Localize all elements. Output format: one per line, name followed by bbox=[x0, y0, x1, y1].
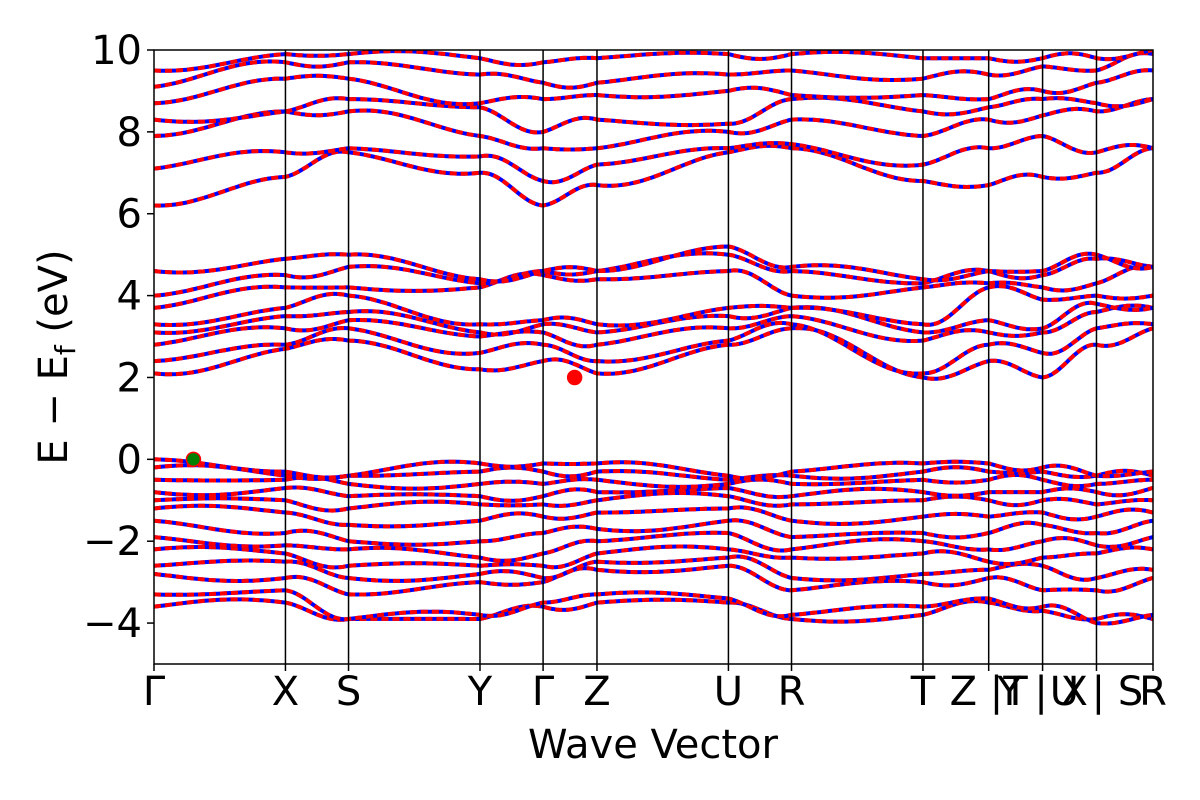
y-axis-label-sub: f bbox=[49, 344, 82, 355]
x-tick-label: S bbox=[336, 669, 361, 715]
x-tick-label: Z bbox=[583, 669, 610, 715]
y-tick-label: 6 bbox=[117, 192, 142, 238]
band-line bbox=[154, 490, 1153, 513]
x-tick-label: Z |T bbox=[950, 669, 1029, 715]
x-tick-label: R bbox=[1139, 669, 1167, 715]
y-tick-label: 10 bbox=[91, 28, 142, 74]
x-tick-label: Y bbox=[467, 669, 493, 715]
kpath-lines bbox=[284, 50, 1098, 664]
x-tick-label: R bbox=[778, 669, 806, 715]
y-tick-label: 0 bbox=[117, 437, 142, 483]
band-line bbox=[154, 284, 1153, 328]
plot-frame bbox=[153, 49, 1154, 665]
x-tick-label: Y | X bbox=[996, 669, 1088, 715]
band-line-overlay bbox=[154, 284, 1153, 328]
y-axis-ticks: 10 8 6 4 2 0 −2 −4 bbox=[83, 28, 154, 647]
band-line bbox=[154, 503, 1153, 529]
marker-vbm bbox=[185, 451, 202, 468]
x-tick-label: U bbox=[714, 669, 743, 715]
y-axis-label: E − Ef (eV) bbox=[31, 249, 82, 464]
x-tick-label: X bbox=[272, 669, 299, 715]
marker-cbm bbox=[566, 369, 583, 386]
x-tick-label: U | S bbox=[1050, 669, 1144, 715]
band-line-overlay bbox=[154, 51, 1153, 90]
y-axis-label-main: E − E bbox=[31, 355, 77, 465]
y-axis-label-unit: (eV) bbox=[31, 249, 77, 345]
band-line-overlay bbox=[154, 563, 1153, 597]
x-tick-label: T bbox=[910, 669, 936, 715]
y-tick-label: −4 bbox=[83, 601, 142, 647]
y-tick-label: 2 bbox=[117, 355, 142, 401]
x-tick-label: Γ bbox=[532, 669, 555, 715]
y-tick-label: 4 bbox=[117, 274, 142, 320]
band-edge-markers bbox=[185, 369, 583, 468]
y-tick-label: 8 bbox=[117, 110, 142, 156]
x-tick-label: Γ bbox=[143, 669, 166, 715]
y-tick-label: −2 bbox=[83, 519, 142, 565]
band-line bbox=[154, 518, 1153, 547]
band-line bbox=[154, 51, 1153, 90]
x-axis-label: Wave Vector bbox=[528, 722, 779, 768]
bands-layer bbox=[154, 50, 1153, 626]
